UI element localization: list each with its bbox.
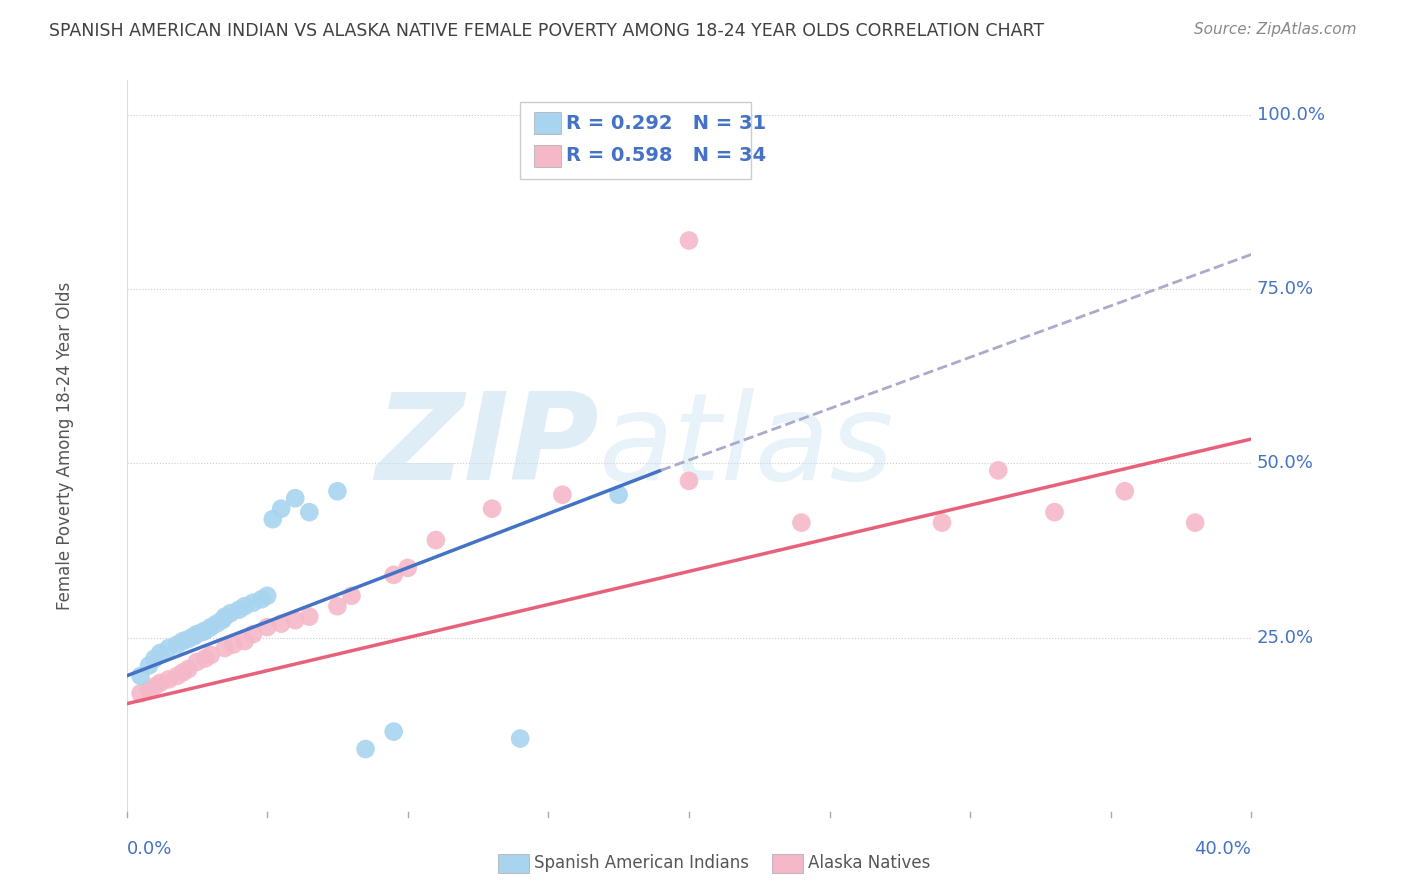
- Point: [931, 516, 953, 530]
- Point: [219, 606, 242, 620]
- Text: 25.0%: 25.0%: [1257, 629, 1315, 647]
- Point: [256, 620, 278, 634]
- Point: [177, 662, 200, 676]
- Point: [425, 533, 447, 547]
- Point: [790, 516, 813, 530]
- Point: [242, 596, 264, 610]
- Point: [326, 484, 349, 499]
- Point: [200, 648, 222, 662]
- Point: [270, 501, 292, 516]
- Point: [1184, 516, 1206, 530]
- Point: [298, 609, 321, 624]
- Text: Spanish American Indians: Spanish American Indians: [534, 855, 749, 872]
- Point: [382, 567, 405, 582]
- Point: [149, 646, 172, 660]
- Text: R = 0.598   N = 34: R = 0.598 N = 34: [567, 146, 766, 165]
- Text: Female Poverty Among 18-24 Year Olds: Female Poverty Among 18-24 Year Olds: [56, 282, 73, 610]
- Point: [250, 592, 273, 607]
- Point: [551, 488, 574, 502]
- Point: [200, 620, 222, 634]
- Text: atlas: atlas: [599, 387, 894, 505]
- Point: [270, 616, 292, 631]
- Text: 50.0%: 50.0%: [1257, 454, 1313, 473]
- Point: [233, 634, 256, 648]
- Point: [143, 679, 166, 693]
- Point: [382, 724, 405, 739]
- FancyBboxPatch shape: [534, 145, 561, 167]
- Point: [191, 625, 214, 640]
- Point: [157, 640, 180, 655]
- Point: [678, 234, 700, 248]
- Text: 0.0%: 0.0%: [127, 839, 172, 857]
- Point: [607, 488, 630, 502]
- Point: [194, 624, 217, 638]
- Point: [157, 673, 180, 687]
- Point: [138, 658, 160, 673]
- Point: [396, 561, 419, 575]
- Text: Source: ZipAtlas.com: Source: ZipAtlas.com: [1194, 22, 1357, 37]
- Point: [262, 512, 284, 526]
- Point: [166, 638, 188, 652]
- Point: [1043, 505, 1066, 519]
- Point: [194, 651, 217, 665]
- Point: [481, 501, 503, 516]
- Point: [222, 638, 245, 652]
- Point: [186, 627, 208, 641]
- Point: [166, 669, 188, 683]
- FancyBboxPatch shape: [520, 103, 751, 179]
- Text: 75.0%: 75.0%: [1257, 280, 1315, 298]
- FancyBboxPatch shape: [534, 112, 561, 135]
- Point: [214, 640, 236, 655]
- Point: [172, 634, 194, 648]
- Point: [211, 613, 233, 627]
- Point: [129, 669, 152, 683]
- Text: Alaska Natives: Alaska Natives: [808, 855, 931, 872]
- Point: [1114, 484, 1136, 499]
- Point: [354, 742, 377, 756]
- Text: SPANISH AMERICAN INDIAN VS ALASKA NATIVE FEMALE POVERTY AMONG 18-24 YEAR OLDS CO: SPANISH AMERICAN INDIAN VS ALASKA NATIVE…: [49, 22, 1045, 40]
- Point: [326, 599, 349, 614]
- Point: [149, 676, 172, 690]
- Point: [678, 474, 700, 488]
- Point: [987, 463, 1010, 477]
- Point: [129, 686, 152, 700]
- Point: [298, 505, 321, 519]
- Text: ZIP: ZIP: [375, 387, 599, 505]
- Point: [183, 629, 205, 643]
- Point: [509, 731, 531, 746]
- Point: [138, 682, 160, 697]
- Point: [233, 599, 256, 614]
- Point: [340, 589, 363, 603]
- Point: [172, 665, 194, 680]
- Point: [205, 616, 228, 631]
- Point: [143, 651, 166, 665]
- Text: 100.0%: 100.0%: [1257, 106, 1324, 124]
- Point: [214, 609, 236, 624]
- Point: [177, 632, 200, 646]
- Point: [256, 589, 278, 603]
- Point: [284, 613, 307, 627]
- Point: [242, 627, 264, 641]
- Text: 40.0%: 40.0%: [1195, 839, 1251, 857]
- Point: [228, 603, 250, 617]
- Text: R = 0.292   N = 31: R = 0.292 N = 31: [567, 114, 766, 133]
- Point: [284, 491, 307, 506]
- Point: [186, 655, 208, 669]
